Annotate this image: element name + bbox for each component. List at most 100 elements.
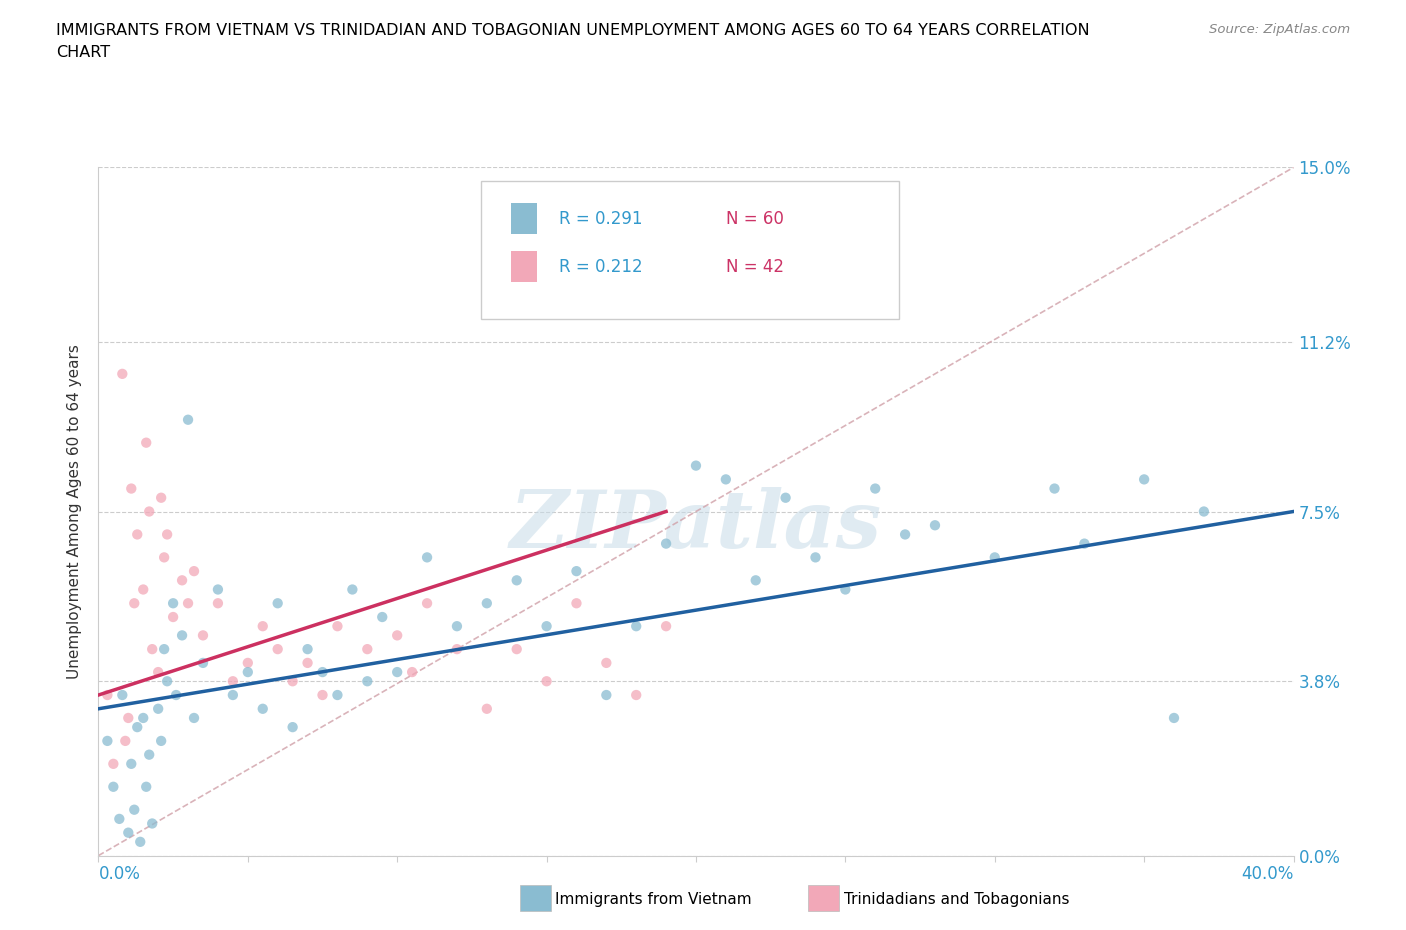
- Text: IMMIGRANTS FROM VIETNAM VS TRINIDADIAN AND TOBAGONIAN UNEMPLOYMENT AMONG AGES 60: IMMIGRANTS FROM VIETNAM VS TRINIDADIAN A…: [56, 23, 1090, 38]
- Point: [297, 642, 319, 657]
- Point: [177, 412, 200, 427]
- Y-axis label: Unemployment Among Ages 60 to 64 years: Unemployment Among Ages 60 to 64 years: [67, 344, 83, 679]
- Point: [135, 779, 157, 794]
- Point: [236, 665, 259, 680]
- Point: [655, 618, 678, 633]
- Point: [775, 490, 797, 505]
- Point: [120, 756, 142, 771]
- Point: [326, 618, 349, 633]
- Point: [120, 481, 142, 496]
- Point: [626, 687, 648, 702]
- Point: [1163, 711, 1185, 725]
- Point: [183, 711, 205, 725]
- Text: 40.0%: 40.0%: [1241, 865, 1294, 883]
- Point: [714, 472, 737, 486]
- Point: [153, 550, 176, 565]
- Point: [156, 674, 179, 689]
- Point: [172, 573, 194, 588]
- Point: [446, 642, 468, 657]
- Text: R = 0.291: R = 0.291: [558, 210, 643, 228]
- Point: [127, 720, 149, 735]
- Point: [222, 674, 245, 689]
- Point: [804, 550, 827, 565]
- Point: [103, 779, 125, 794]
- Point: [745, 573, 768, 588]
- Point: [252, 701, 274, 716]
- Point: [267, 596, 290, 611]
- Point: [1073, 537, 1095, 551]
- Point: [191, 628, 214, 643]
- Point: [156, 527, 179, 542]
- Point: [124, 596, 146, 611]
- Point: [135, 435, 157, 450]
- Point: [506, 573, 529, 588]
- Text: Source: ZipAtlas.com: Source: ZipAtlas.com: [1209, 23, 1350, 36]
- Point: [565, 596, 588, 611]
- Point: [475, 596, 498, 611]
- Text: R = 0.212: R = 0.212: [558, 259, 643, 276]
- Point: [565, 564, 588, 578]
- FancyBboxPatch shape: [510, 251, 537, 283]
- Point: [111, 687, 134, 702]
- Point: [924, 518, 946, 533]
- Point: [138, 747, 160, 762]
- Point: [311, 665, 333, 680]
- Text: Immigrants from Vietnam: Immigrants from Vietnam: [555, 892, 752, 907]
- Point: [207, 596, 229, 611]
- Point: [124, 803, 146, 817]
- Point: [207, 582, 229, 597]
- Point: [103, 756, 125, 771]
- Point: [385, 665, 409, 680]
- FancyBboxPatch shape: [510, 203, 537, 234]
- Point: [371, 609, 394, 624]
- Text: ZIPatlas: ZIPatlas: [510, 486, 882, 564]
- Point: [111, 366, 134, 381]
- Point: [1043, 481, 1066, 496]
- Point: [108, 812, 131, 827]
- Point: [150, 490, 173, 505]
- Point: [326, 687, 349, 702]
- Point: [162, 596, 184, 611]
- Point: [138, 504, 160, 519]
- Point: [252, 618, 274, 633]
- Text: CHART: CHART: [56, 45, 110, 60]
- Point: [356, 674, 378, 689]
- Point: [177, 596, 200, 611]
- Point: [236, 656, 259, 671]
- Point: [356, 642, 378, 657]
- Point: [416, 550, 439, 565]
- Point: [222, 687, 245, 702]
- Point: [595, 687, 617, 702]
- Point: [96, 734, 118, 749]
- Point: [281, 720, 304, 735]
- Text: 0.0%: 0.0%: [98, 865, 141, 883]
- Point: [150, 734, 173, 749]
- Point: [114, 734, 136, 749]
- Point: [127, 527, 149, 542]
- Point: [165, 687, 187, 702]
- Point: [132, 582, 155, 597]
- Point: [984, 550, 1007, 565]
- Text: N = 42: N = 42: [725, 259, 785, 276]
- Text: Trinidadians and Tobagonians: Trinidadians and Tobagonians: [844, 892, 1069, 907]
- Point: [141, 816, 163, 830]
- Point: [148, 701, 170, 716]
- Point: [172, 628, 194, 643]
- Point: [506, 642, 529, 657]
- Point: [281, 674, 304, 689]
- Point: [595, 656, 617, 671]
- Point: [416, 596, 439, 611]
- Point: [446, 618, 468, 633]
- Point: [894, 527, 917, 542]
- Point: [311, 687, 333, 702]
- Point: [834, 582, 856, 597]
- Point: [162, 609, 184, 624]
- Text: N = 60: N = 60: [725, 210, 783, 228]
- Point: [401, 665, 423, 680]
- Point: [1133, 472, 1156, 486]
- Point: [141, 642, 163, 657]
- Point: [129, 834, 152, 849]
- Point: [626, 618, 648, 633]
- Point: [96, 687, 118, 702]
- Point: [148, 665, 170, 680]
